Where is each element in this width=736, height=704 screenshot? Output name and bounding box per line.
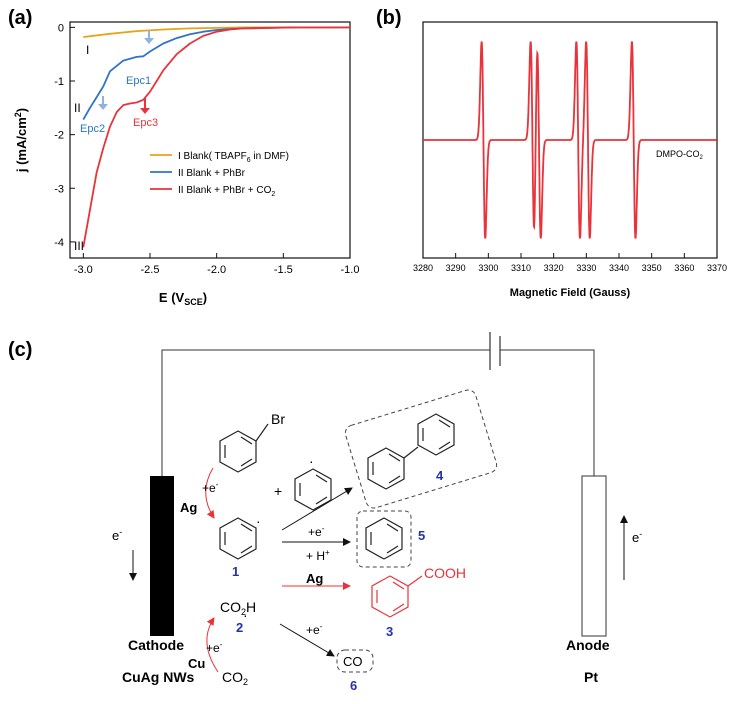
x-tick-label: -1.5	[274, 264, 293, 276]
label-e1: +e-	[202, 480, 219, 495]
radical-dot-2: ·	[256, 513, 261, 529]
product-6-box	[336, 649, 374, 673]
label-co2h: CO2H	[220, 599, 256, 617]
label-cuag: CuAg NWs	[122, 669, 195, 685]
panel-a-frame	[69, 21, 351, 259]
x-tick-label: 3330	[576, 263, 596, 273]
epr-spectrum-line	[423, 41, 717, 239]
curve-label-ii: II	[74, 101, 81, 115]
panel-a-letter: (a)	[8, 7, 32, 29]
label-num3: 3	[386, 624, 393, 639]
panel-c-letter: (c)	[8, 339, 32, 361]
electron-label-left: e-	[112, 527, 122, 543]
x-tick-label: 3350	[642, 263, 662, 273]
curve-label-i: I	[86, 43, 89, 57]
label-plus: +	[274, 483, 282, 499]
label-e4: +e-	[206, 640, 223, 655]
label-h: + H+	[306, 548, 330, 563]
y-tick-label: -4	[54, 237, 64, 249]
x-tick-label: 3340	[609, 263, 629, 273]
anode-electrode	[581, 475, 607, 637]
x-tick-label: -1.0	[341, 264, 360, 276]
legend-entry-2: II Blank + PhBr	[178, 168, 246, 179]
arrow-to-co	[279, 623, 335, 657]
benzoic-acid-molecule	[371, 575, 423, 618]
label-num2: 2	[236, 620, 243, 635]
product-4-box	[344, 389, 498, 509]
x-tick-label: 3300	[478, 263, 498, 273]
x-tick-label: -3.0	[74, 264, 93, 276]
biphenyl-molecule	[367, 413, 455, 490]
product-5-box	[356, 510, 412, 568]
y-tick-label: 0	[58, 22, 64, 34]
panel-a-ylabel: j (mA/cm2)	[13, 108, 29, 173]
x-tick-label: -2.0	[207, 264, 226, 276]
arrow-epc3	[140, 98, 150, 114]
phenyl-radical-molecule	[294, 468, 332, 511]
label-pt: Pt	[584, 669, 598, 685]
benzene-molecule	[365, 517, 403, 560]
x-tick-label: 3360	[674, 263, 694, 273]
electron-label-right: e-	[632, 529, 642, 545]
legend-entry-1: I Blank( TBAPF6 in DMF)	[178, 151, 289, 164]
panel-b-letter: (b)	[376, 7, 402, 29]
annotation-epc2: Epc2	[80, 123, 105, 135]
label-cooh: COOH	[424, 565, 466, 581]
red-arrow-reduction	[205, 467, 215, 519]
label-ag1: Ag	[180, 500, 197, 515]
panel-a-legend: I Blank( TBAPF6 in DMF) II Blank + PhBr …	[150, 151, 289, 198]
label-br: Br	[271, 411, 285, 427]
label-num1: 1	[232, 564, 239, 579]
arrow-epc1	[144, 30, 154, 44]
panel-b-chart: (b) 3280 3290 3300 3310 3320 3330 3340 3350 3360…	[376, 7, 727, 299]
x-tick-label: 3290	[446, 263, 466, 273]
annotation-epc3: Epc3	[133, 117, 158, 129]
annotation-epc1: Epc1	[126, 75, 151, 87]
series-line-3	[82, 26, 350, 248]
panel-b-annotation: DMPO-CO2	[656, 149, 704, 161]
label-num4: 4	[436, 468, 444, 483]
panel-c-diagram: (c) e- e-	[8, 332, 642, 693]
label-co2: CO2	[222, 669, 248, 687]
red-arrow-co2-reduction	[206, 617, 219, 673]
radical-dot-1: ·	[309, 453, 314, 469]
panel-b-xlabel: Magnetic Field (Gauss)	[510, 287, 631, 299]
y-tick-label: -3	[54, 183, 64, 195]
label-e2: +e-	[308, 524, 325, 539]
label-e3: +e-	[306, 622, 323, 637]
curve-label-iii: III	[74, 239, 84, 253]
x-tick-label: 3310	[511, 263, 531, 273]
arrow-epc2	[98, 96, 108, 110]
label-cathode: Cathode	[128, 637, 184, 653]
label-num6: 6	[350, 678, 357, 693]
radical-dot-3: ·	[243, 607, 248, 623]
panel-a-chart: (a) -3.0 -2.5 -2.0 -1.5 -1.0 0 -1 -2 -3 -4 I II I…	[8, 7, 360, 307]
legend-entry-3: II Blank + PhBr + CO2	[178, 185, 275, 198]
series-line-1	[83, 26, 350, 38]
x-tick-label: -2.5	[141, 264, 160, 276]
label-num5: 5	[418, 528, 425, 543]
cathode-electrode	[150, 476, 174, 636]
label-cu: Cu	[188, 656, 205, 671]
bromobenzene-molecule	[219, 423, 269, 473]
x-tick-label: 3320	[544, 263, 564, 273]
label-ag2: Ag	[306, 571, 323, 586]
circuit-wire	[161, 349, 595, 476]
label-co: CO	[343, 654, 363, 669]
phenyl-radical-1-molecule	[219, 517, 257, 560]
y-tick-label: -2	[54, 130, 64, 142]
x-tick-label: 3280	[413, 263, 433, 273]
label-anode: Anode	[566, 637, 610, 653]
y-tick-label: -1	[54, 76, 64, 88]
arrow-to-biphenyl	[281, 487, 353, 531]
x-tick-label: 3370	[707, 263, 727, 273]
panel-a-xlabel: E (VSCE)	[159, 290, 207, 307]
